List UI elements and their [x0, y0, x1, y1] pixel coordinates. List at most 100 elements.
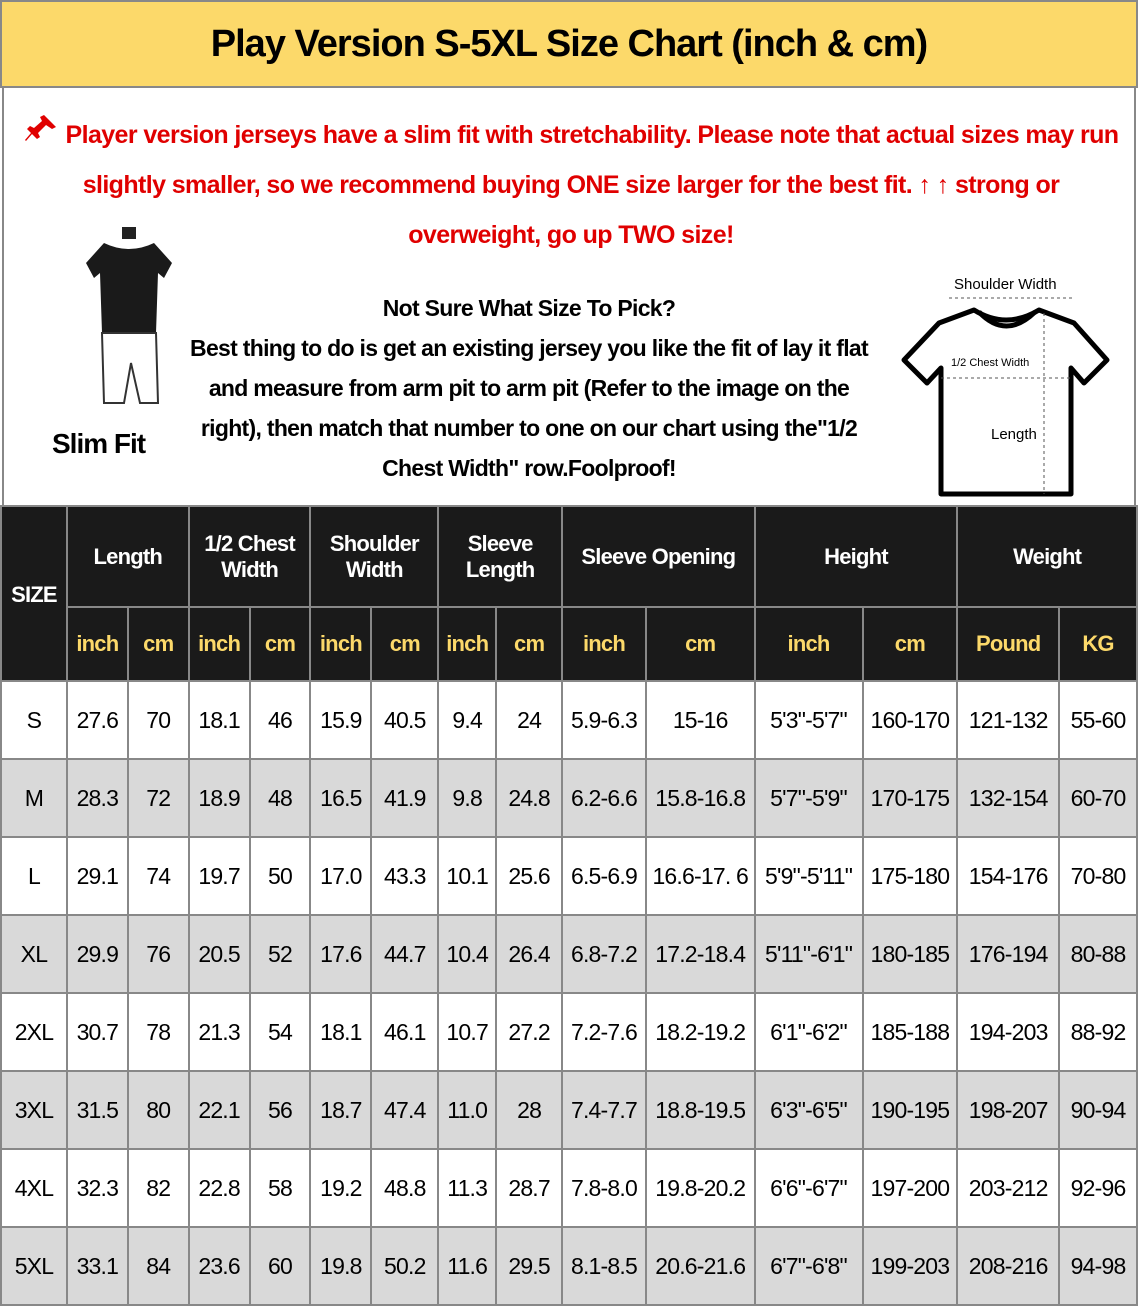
- unit-header: inch: [187, 606, 251, 682]
- value-cell: 16.5: [309, 758, 373, 838]
- unit-header: inch: [561, 606, 647, 682]
- chest-width-label: 1/2 Chest Width: [951, 357, 1030, 369]
- size-cell: M: [0, 758, 68, 838]
- value-cell: 15.9: [309, 680, 373, 760]
- table-row: L 29.1 74 19.7 50 17.0 43.3 10.1 25.6 6.5-6.9 16.6…: [0, 836, 1138, 916]
- value-cell: 197-200: [861, 1148, 959, 1228]
- value-cell: 10.4: [437, 914, 498, 994]
- notice-panel: Player version jerseys have a slim fit w…: [2, 88, 1136, 506]
- value-cell: 72: [126, 758, 190, 838]
- group-header: Weight: [956, 505, 1138, 608]
- value-cell: 194-203: [956, 992, 1061, 1072]
- value-cell: 11.6: [437, 1226, 498, 1306]
- unit-header: inch: [65, 606, 129, 682]
- value-cell: 33.1: [65, 1226, 129, 1306]
- value-cell: 94-98: [1058, 1226, 1138, 1306]
- value-cell: 5'3"-5'7": [753, 680, 864, 760]
- value-cell: 20.6-21.6: [644, 1226, 756, 1306]
- size-cell: S: [0, 680, 68, 760]
- value-cell: 31.5: [65, 1070, 129, 1150]
- unit-header: cm: [861, 606, 959, 682]
- table-row: 4XL 32.3 82 22.8 58 19.2 48.8 11.3 28.7 7.8-8.0 19…: [0, 1148, 1138, 1228]
- value-cell: 47.4: [370, 1070, 440, 1150]
- value-cell: 18.9: [187, 758, 251, 838]
- value-cell: 11.3: [437, 1148, 498, 1228]
- value-cell: 17.0: [309, 836, 373, 916]
- value-cell: 43.3: [370, 836, 440, 916]
- size-chart-table: SIZE Length 1/2 Chest Width Shoulder Wid…: [0, 505, 1138, 1306]
- table-row: XL 29.9 76 20.5 52 17.6 44.7 10.4 26.4 6.8-7.2 17.…: [0, 914, 1138, 994]
- value-cell: 170-175: [861, 758, 959, 838]
- value-cell: 121-132: [956, 680, 1061, 760]
- unit-header: cm: [495, 606, 564, 682]
- value-cell: 58: [248, 1148, 312, 1228]
- tip-body: Best thing to do is get an existing jers…: [190, 335, 869, 481]
- unit-header: cm: [248, 606, 312, 682]
- value-cell: 6.8-7.2: [561, 914, 647, 994]
- tip-heading: Not Sure What Size To Pick?: [382, 295, 676, 321]
- value-cell: 185-188: [861, 992, 959, 1072]
- pushpin-icon: [24, 110, 58, 160]
- value-cell: 160-170: [861, 680, 959, 760]
- group-header: Length: [65, 505, 190, 608]
- value-cell: 17.6: [309, 914, 373, 994]
- value-cell: 32.3: [65, 1148, 129, 1228]
- value-cell: 80: [126, 1070, 190, 1150]
- value-cell: 84: [126, 1226, 190, 1306]
- unit-header: Pound: [956, 606, 1061, 682]
- size-header: SIZE: [0, 505, 68, 682]
- value-cell: 18.1: [187, 680, 251, 760]
- length-label: Length: [991, 426, 1037, 443]
- value-cell: 92-96: [1058, 1148, 1138, 1228]
- value-cell: 19.7: [187, 836, 251, 916]
- value-cell: 10.7: [437, 992, 498, 1072]
- size-cell: 5XL: [0, 1226, 68, 1306]
- group-header: 1/2 Chest Width: [187, 505, 312, 608]
- value-cell: 29.1: [65, 836, 129, 916]
- unit-header: cm: [126, 606, 190, 682]
- tshirt-diagram: Shoulder Width 1/2 Chest Width Length: [899, 268, 1114, 503]
- value-cell: 10.1: [437, 836, 498, 916]
- value-cell: 6'7"-6'8": [753, 1226, 864, 1306]
- fit-warning-text: Player version jerseys have a slim fit w…: [65, 121, 1120, 249]
- value-cell: 5'11"-6'1": [753, 914, 864, 994]
- value-cell: 28.7: [495, 1148, 564, 1228]
- value-cell: 19.8: [309, 1226, 373, 1306]
- value-cell: 180-185: [861, 914, 959, 994]
- value-cell: 15.8-16.8: [644, 758, 756, 838]
- size-tip: Not Sure What Size To Pick? Best thing t…: [184, 288, 874, 488]
- value-cell: 29.9: [65, 914, 129, 994]
- value-cell: 198-207: [956, 1070, 1061, 1150]
- value-cell: 46: [248, 680, 312, 760]
- mannequin-image: [86, 227, 172, 404]
- value-cell: 90-94: [1058, 1070, 1138, 1150]
- page-title: Play Version S-5XL Size Chart (inch & cm…: [0, 0, 1138, 88]
- size-cell: 4XL: [0, 1148, 68, 1228]
- value-cell: 80-88: [1058, 914, 1138, 994]
- value-cell: 55-60: [1058, 680, 1138, 760]
- value-cell: 82: [126, 1148, 190, 1228]
- value-cell: 28: [495, 1070, 564, 1150]
- value-cell: 176-194: [956, 914, 1061, 994]
- value-cell: 24: [495, 680, 564, 760]
- value-cell: 6'3"-6'5": [753, 1070, 864, 1150]
- value-cell: 78: [126, 992, 190, 1072]
- value-cell: 27.2: [495, 992, 564, 1072]
- value-cell: 18.7: [309, 1070, 373, 1150]
- value-cell: 40.5: [370, 680, 440, 760]
- value-cell: 190-195: [861, 1070, 959, 1150]
- table-row: 2XL 30.7 78 21.3 54 18.1 46.1 10.7 27.2 7.2-7.6 18…: [0, 992, 1138, 1072]
- size-cell: 2XL: [0, 992, 68, 1072]
- unit-header: inch: [753, 606, 864, 682]
- value-cell: 199-203: [861, 1226, 959, 1306]
- value-cell: 24.8: [495, 758, 564, 838]
- value-cell: 88-92: [1058, 992, 1138, 1072]
- slim-fit-label: Slim Fit: [52, 428, 146, 459]
- value-cell: 28.3: [65, 758, 129, 838]
- unit-header: inch: [437, 606, 498, 682]
- value-cell: 46.1: [370, 992, 440, 1072]
- value-cell: 18.8-19.5: [644, 1070, 756, 1150]
- value-cell: 21.3: [187, 992, 251, 1072]
- value-cell: 44.7: [370, 914, 440, 994]
- group-header: Sleeve Opening: [561, 505, 756, 608]
